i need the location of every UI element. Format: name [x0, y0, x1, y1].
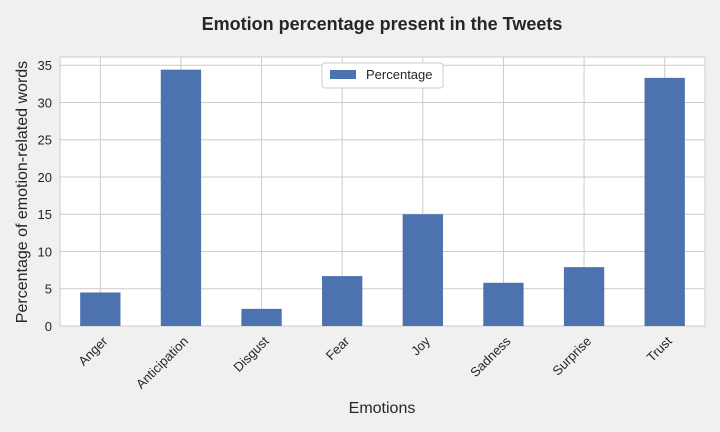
legend-swatch	[330, 70, 356, 79]
bar-surprise	[563, 267, 605, 326]
y-tick-label: 10	[38, 244, 52, 259]
bar-sadness	[483, 282, 524, 326]
y-tick-label: 20	[38, 170, 52, 185]
bar-anger	[80, 292, 121, 326]
x-tick-label: Trust	[644, 333, 675, 364]
bars	[80, 69, 685, 327]
x-axis-label: Emotions	[349, 400, 416, 417]
y-tick-label: 5	[45, 282, 52, 297]
y-tick-label: 0	[45, 319, 52, 334]
bar-fear	[322, 276, 363, 326]
y-axis-label: Percentage of emotion-related words	[14, 61, 31, 323]
y-axis-ticks: 0 5 10 15 20 25 30 35	[38, 58, 52, 334]
x-tick-label: Disgust	[230, 333, 272, 375]
plot-area	[59, 56, 706, 327]
bar-anticipation	[160, 69, 202, 326]
legend: Percentage	[321, 62, 444, 89]
legend-label: Percentage	[366, 67, 433, 82]
y-tick-label: 30	[38, 95, 52, 110]
bar-disgust	[241, 308, 282, 326]
x-tick-label: Surprise	[549, 334, 594, 379]
legend-box	[321, 62, 444, 89]
x-tick-label: Sadness	[467, 333, 514, 380]
bar-joy	[402, 214, 443, 326]
y-tick-label: 35	[38, 58, 52, 73]
y-tick-label: 15	[38, 207, 52, 222]
x-tick-label: Fear	[323, 333, 353, 363]
x-tick-label: Anger	[75, 333, 111, 369]
chart-title: Emotion percentage present in the Tweets	[202, 14, 563, 34]
bar-trust	[644, 77, 685, 327]
y-tick-label: 25	[38, 133, 52, 148]
x-tick-label: Joy	[408, 333, 433, 358]
x-tick-label: Anticipation	[133, 334, 191, 392]
x-axis-ticks: Anger Anticipation Disgust Fear Joy Sadness Su…	[75, 333, 675, 392]
